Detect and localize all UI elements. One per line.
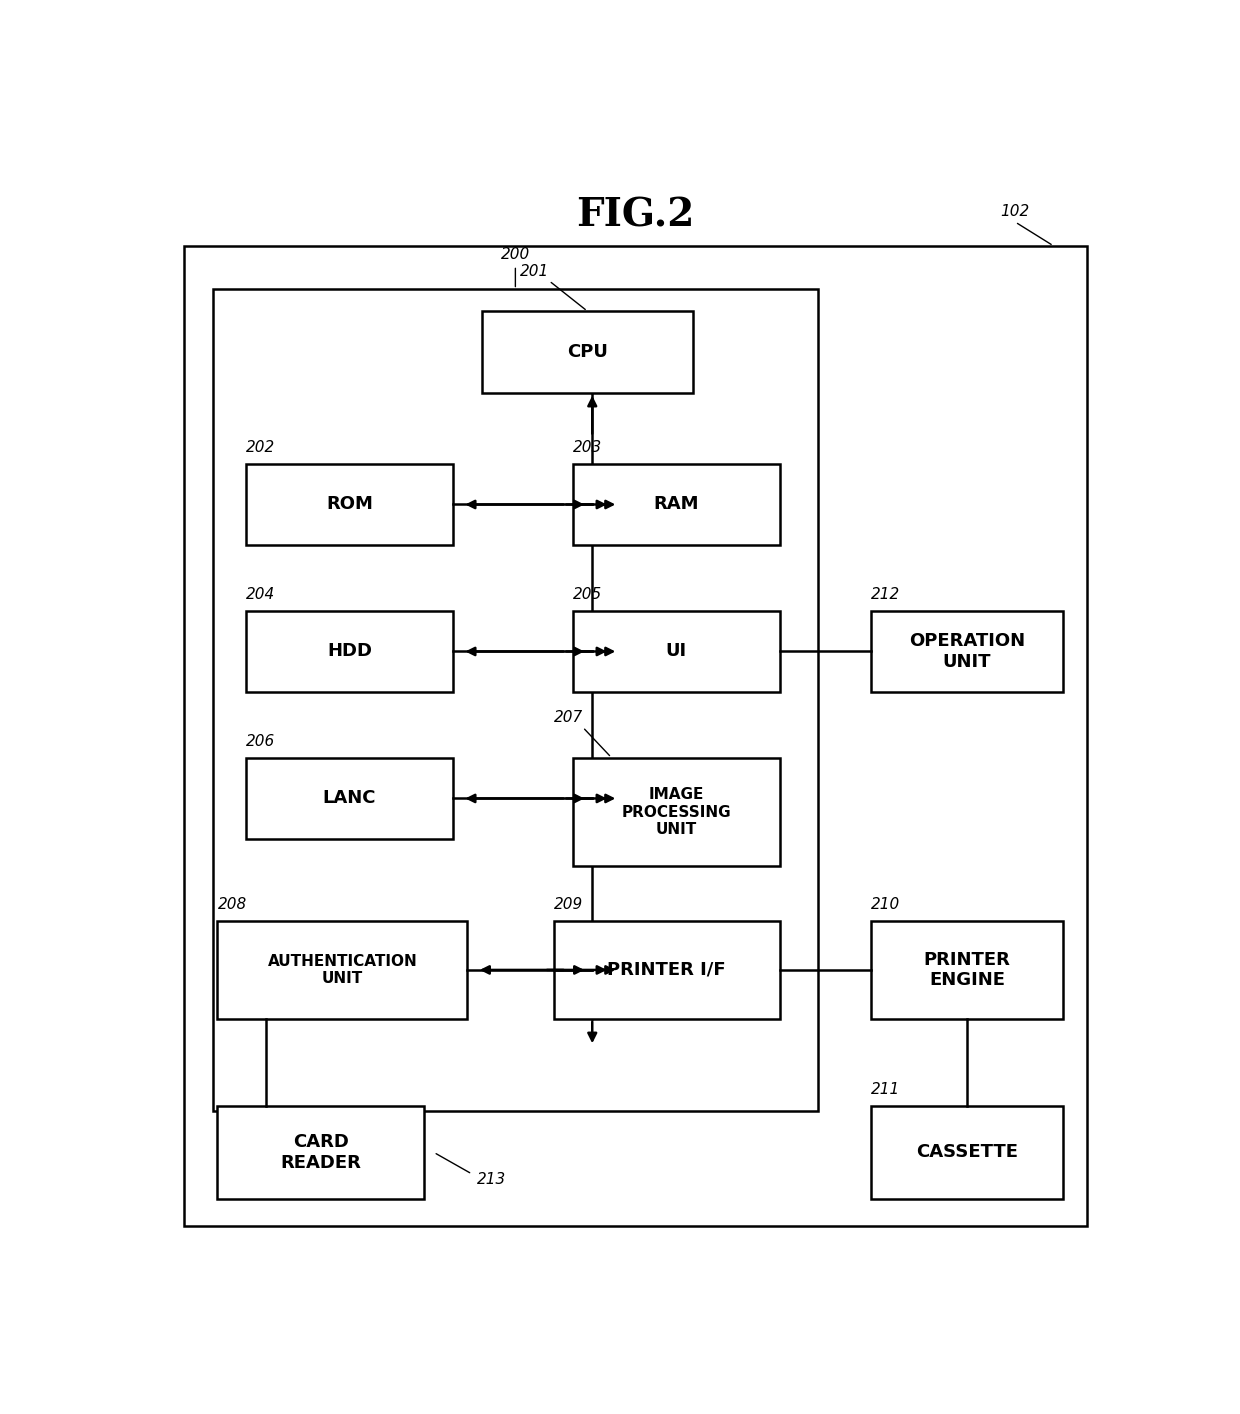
Text: 205: 205 <box>573 587 603 602</box>
Text: ROM: ROM <box>326 495 373 513</box>
Bar <box>213 290 818 1111</box>
Text: UI: UI <box>666 642 687 660</box>
Text: 201: 201 <box>520 263 549 279</box>
Text: 206: 206 <box>247 734 275 749</box>
Bar <box>247 464 453 546</box>
Bar <box>217 1106 424 1199</box>
Text: 211: 211 <box>870 1082 900 1097</box>
Text: CASSETTE: CASSETTE <box>916 1144 1018 1161</box>
Bar <box>247 611 453 693</box>
Text: 202: 202 <box>247 440 275 455</box>
Text: IMAGE
PROCESSING
UNIT: IMAGE PROCESSING UNIT <box>621 788 732 837</box>
Text: 209: 209 <box>554 898 583 912</box>
Text: 200: 200 <box>501 247 529 262</box>
Text: 204: 204 <box>247 587 275 602</box>
Text: HDD: HDD <box>327 642 372 660</box>
Bar <box>247 758 453 840</box>
Text: CPU: CPU <box>567 344 608 361</box>
Text: 208: 208 <box>217 898 247 912</box>
Bar <box>554 921 780 1019</box>
Bar <box>870 1106 1063 1199</box>
Bar <box>870 921 1063 1019</box>
Bar <box>217 921 467 1019</box>
Text: PRINTER
ENGINE: PRINTER ENGINE <box>924 950 1011 990</box>
Text: 207: 207 <box>553 710 583 725</box>
Text: LANC: LANC <box>322 789 377 807</box>
Text: OPERATION
UNIT: OPERATION UNIT <box>909 632 1025 670</box>
Text: 203: 203 <box>573 440 603 455</box>
Text: 210: 210 <box>870 898 900 912</box>
Text: PRINTER I/F: PRINTER I/F <box>608 962 727 978</box>
Bar <box>481 311 693 393</box>
Text: AUTHENTICATION
UNIT: AUTHENTICATION UNIT <box>268 953 418 986</box>
Bar <box>573 464 780 546</box>
Bar <box>573 758 780 867</box>
Text: CARD
READER: CARD READER <box>280 1133 361 1172</box>
Text: RAM: RAM <box>653 495 699 513</box>
Bar <box>870 611 1063 693</box>
Text: FIG.2: FIG.2 <box>577 197 694 235</box>
Text: 213: 213 <box>477 1172 506 1186</box>
Text: 102: 102 <box>1001 204 1029 219</box>
Bar <box>573 611 780 693</box>
Text: 212: 212 <box>870 587 900 602</box>
